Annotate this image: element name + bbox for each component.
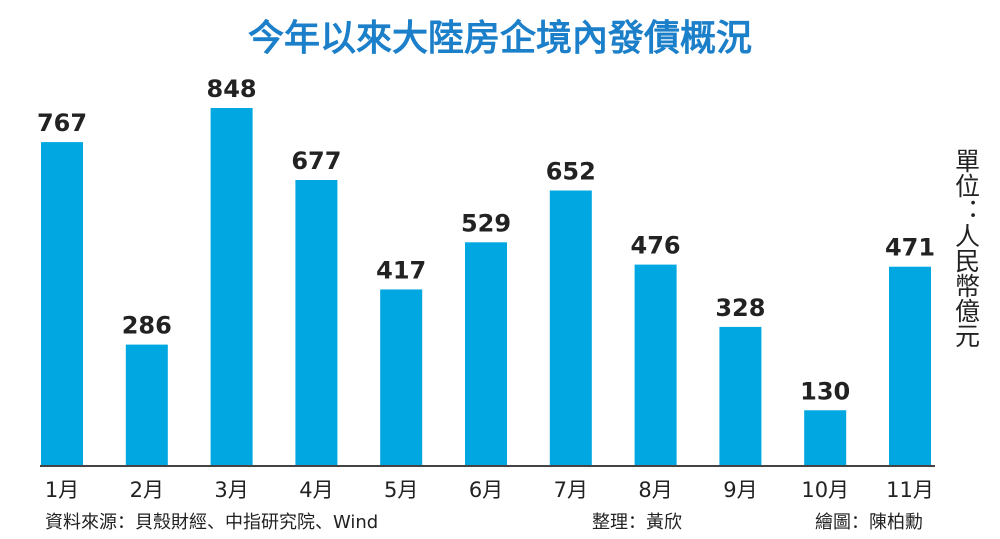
bar	[380, 289, 423, 465]
bar	[719, 326, 762, 465]
compiled-by: 整理：黃欣	[592, 512, 682, 533]
value-label: 130	[800, 377, 850, 405]
x-tick-label: 5月	[384, 478, 418, 502]
value-label: 328	[715, 294, 765, 322]
value-label: 286	[122, 312, 172, 340]
x-tick-label: 6月	[469, 478, 503, 502]
x-tick-label: 7月	[554, 478, 588, 502]
x-tick-label: 9月	[723, 478, 757, 502]
x-tick-label: 4月	[299, 478, 333, 502]
drawn-by: 繪圖：陳柏勳	[815, 512, 923, 533]
value-label: 476	[631, 232, 681, 260]
bar	[634, 264, 677, 465]
bar	[295, 179, 338, 465]
value-label: 471	[885, 234, 935, 262]
bar	[41, 142, 83, 466]
bar	[889, 266, 931, 465]
x-tick-label: 2月	[130, 478, 164, 502]
bar	[804, 410, 847, 465]
value-label: 417	[376, 256, 426, 284]
bar	[465, 242, 507, 465]
source-note: 資料來源：貝殼財經、中指研究院、Wind	[45, 512, 378, 533]
unit-label: 單位：人民幣億元	[952, 148, 981, 348]
x-tick-label: 10月	[801, 478, 849, 502]
x-tick-label: 8月	[638, 478, 672, 502]
bar	[125, 344, 168, 465]
x-tick-label: 3月	[214, 478, 248, 502]
bar	[210, 108, 253, 465]
x-tick-label: 11月	[886, 478, 934, 502]
chart-title: 今年以來大陸房企境內發債概況	[248, 17, 752, 59]
x-tick-label: 1月	[45, 478, 79, 502]
value-label: 529	[461, 209, 511, 237]
value-label: 767	[37, 109, 87, 137]
value-label: 848	[207, 75, 257, 103]
bar	[549, 190, 592, 465]
value-label: 652	[546, 158, 596, 186]
value-label: 677	[291, 147, 341, 175]
